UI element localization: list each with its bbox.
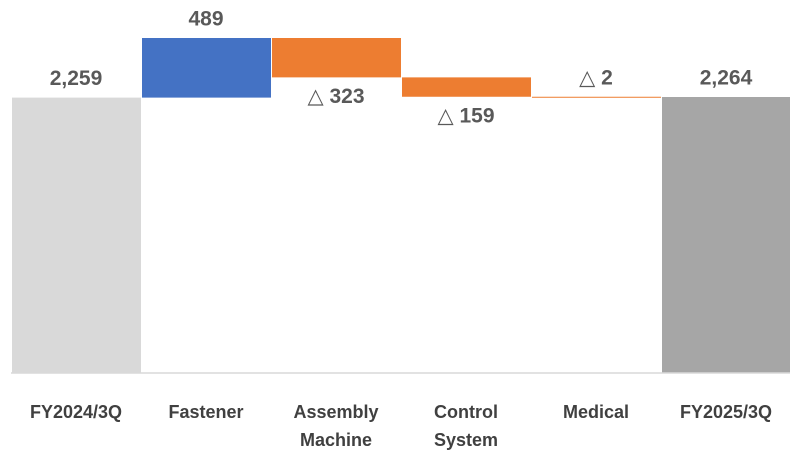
value-label: 2,259 <box>50 67 103 90</box>
x-tick-label: Control System <box>433 402 499 450</box>
bar <box>142 38 271 98</box>
value-label: 489 <box>188 8 223 31</box>
bar <box>402 77 531 97</box>
x-tick-label: FY2024/3Q <box>29 402 123 422</box>
bar <box>532 96 661 98</box>
bar <box>12 97 141 374</box>
x-tick-label: Assembly Machine <box>293 402 379 450</box>
value-label: △ 159 <box>437 104 494 127</box>
bar <box>272 38 401 78</box>
x-tick-label: Medical <box>562 402 630 422</box>
bar <box>662 97 790 373</box>
value-label: △ 323 <box>307 85 364 108</box>
x-tick-label: Fastener <box>168 402 244 422</box>
x-tick-label: FY2025/3Q <box>679 402 773 422</box>
value-label: △ 2 <box>579 66 613 89</box>
value-label: 2,264 <box>700 67 753 90</box>
